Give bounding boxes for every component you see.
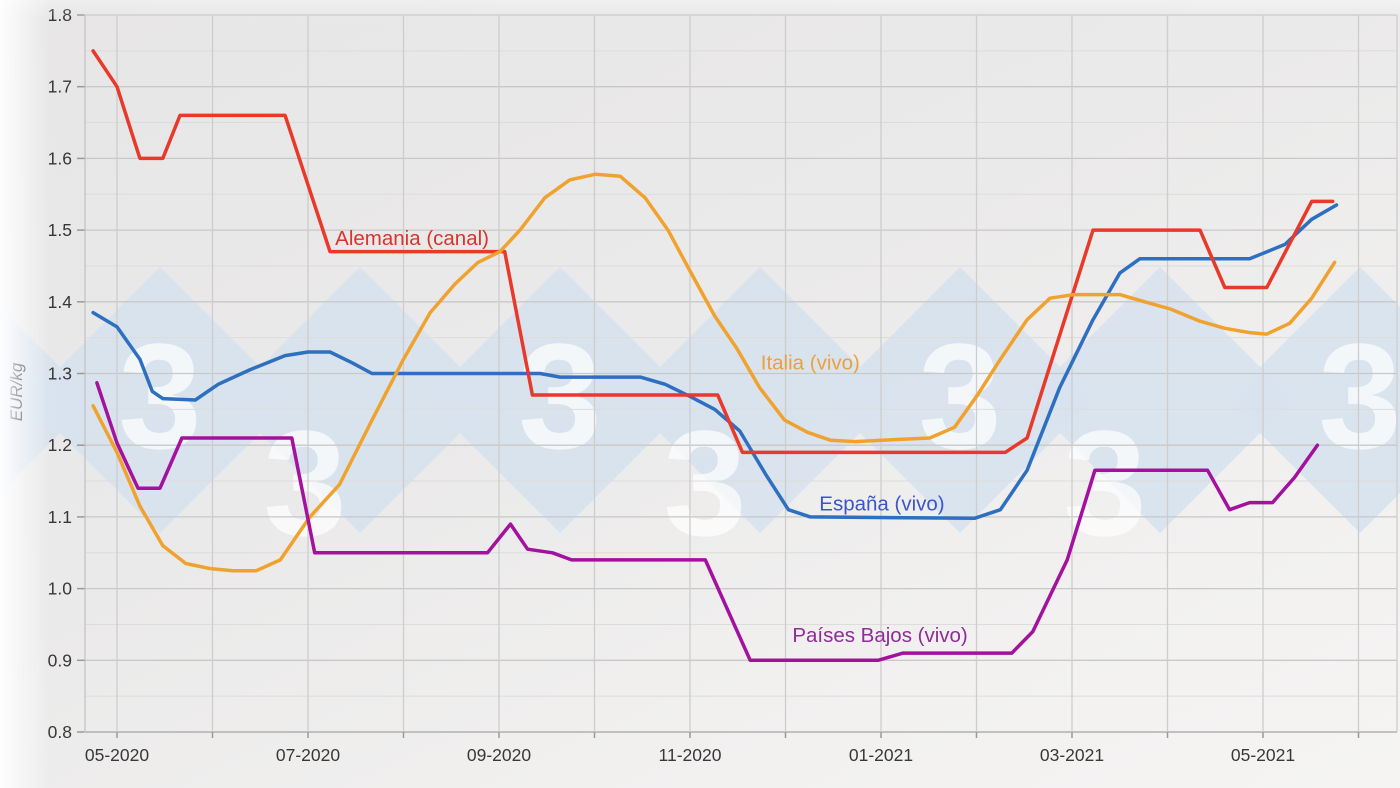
x-tick-label: 01-2021	[849, 745, 913, 765]
y-tick-label: 1.7	[48, 77, 72, 97]
y-tick-label: 1.8	[48, 5, 72, 25]
y-tick-label: 1.5	[48, 220, 72, 240]
y-tick-label: 1.4	[48, 292, 73, 312]
series-label-alemania-canal: Alemania (canal)	[335, 227, 489, 250]
y-tick-label: 1.6	[48, 148, 72, 168]
series-label-paises-bajos-vivo: Países Bajos (vivo)	[792, 624, 967, 647]
y-tick-label: 0.8	[48, 722, 72, 742]
y-axis-title: EUR/kg	[7, 362, 26, 421]
y-tick-label: 1.2	[48, 435, 72, 455]
x-tick-label: 05-2020	[85, 745, 149, 765]
x-tick-label: 07-2020	[276, 745, 340, 765]
watermark-3-glyph: 3	[1063, 399, 1146, 567]
y-tick-label: 1.0	[48, 579, 73, 599]
x-tick-label: 03-2021	[1040, 745, 1104, 765]
x-tick-label: 09-2020	[467, 745, 531, 765]
gridlines	[84, 14, 1398, 733]
y-tick-label: 0.9	[48, 650, 72, 670]
series-label-italia-vivo: Italia (vivo)	[761, 352, 860, 375]
series-label-espana-vivo: España (vivo)	[819, 492, 944, 515]
x-tick-label: 05-2021	[1231, 745, 1295, 765]
watermark: 333333333	[0, 267, 1400, 567]
watermark-3-glyph: 3	[263, 399, 346, 567]
y-tick-label: 1.1	[48, 507, 72, 527]
y-tick-label: 1.3	[48, 364, 72, 384]
x-tick-label: 11-2020	[659, 745, 722, 765]
